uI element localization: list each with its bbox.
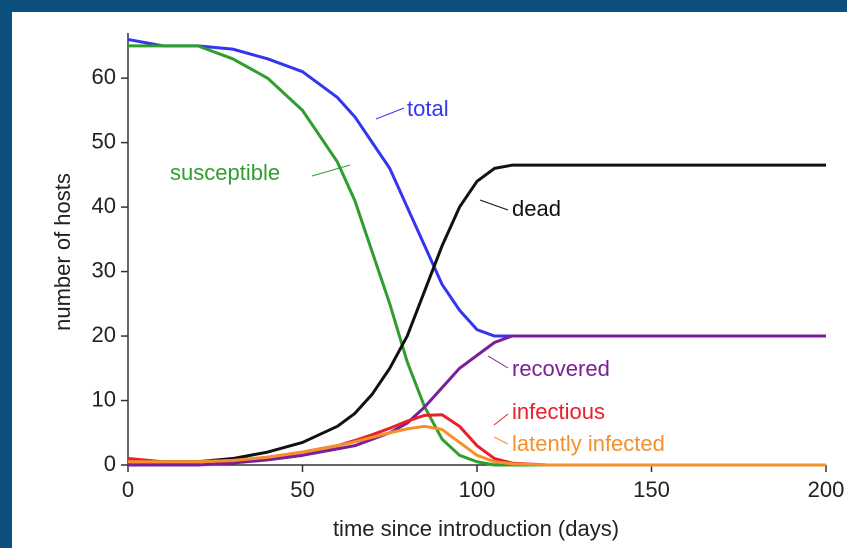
y-tick-label: 0 xyxy=(104,451,116,476)
y-tick-label: 30 xyxy=(92,257,116,282)
y-tick-label: 40 xyxy=(92,193,116,218)
series-line xyxy=(128,163,826,464)
y-tick-label: 20 xyxy=(92,322,116,347)
x-tick-label: 0 xyxy=(122,477,134,502)
leader-line xyxy=(493,413,509,426)
y-tick-label: 60 xyxy=(92,64,116,89)
series-line xyxy=(128,334,826,467)
x-axis-label: time since introduction (days) xyxy=(333,516,619,541)
series-label: infectious xyxy=(512,399,605,424)
leader-line xyxy=(311,164,351,177)
y-tick-label: 10 xyxy=(92,386,116,411)
series-label: susceptible xyxy=(170,160,280,185)
leader-line xyxy=(487,355,509,369)
series-label: total xyxy=(407,96,449,121)
x-tick-label: 100 xyxy=(459,477,496,502)
series-label: dead xyxy=(512,196,561,221)
series-label: latently infected xyxy=(512,431,665,456)
x-tick-label: 50 xyxy=(290,477,314,502)
x-tick-label: 150 xyxy=(633,477,670,502)
x-tick-label: 200 xyxy=(808,477,845,502)
leader-line xyxy=(493,436,509,445)
y-axis-label: number of hosts xyxy=(50,173,75,331)
leader-line xyxy=(375,107,405,120)
leader-line xyxy=(479,199,509,211)
y-tick-label: 50 xyxy=(92,128,116,153)
series-label: recovered xyxy=(512,356,610,381)
series-line xyxy=(128,424,826,467)
